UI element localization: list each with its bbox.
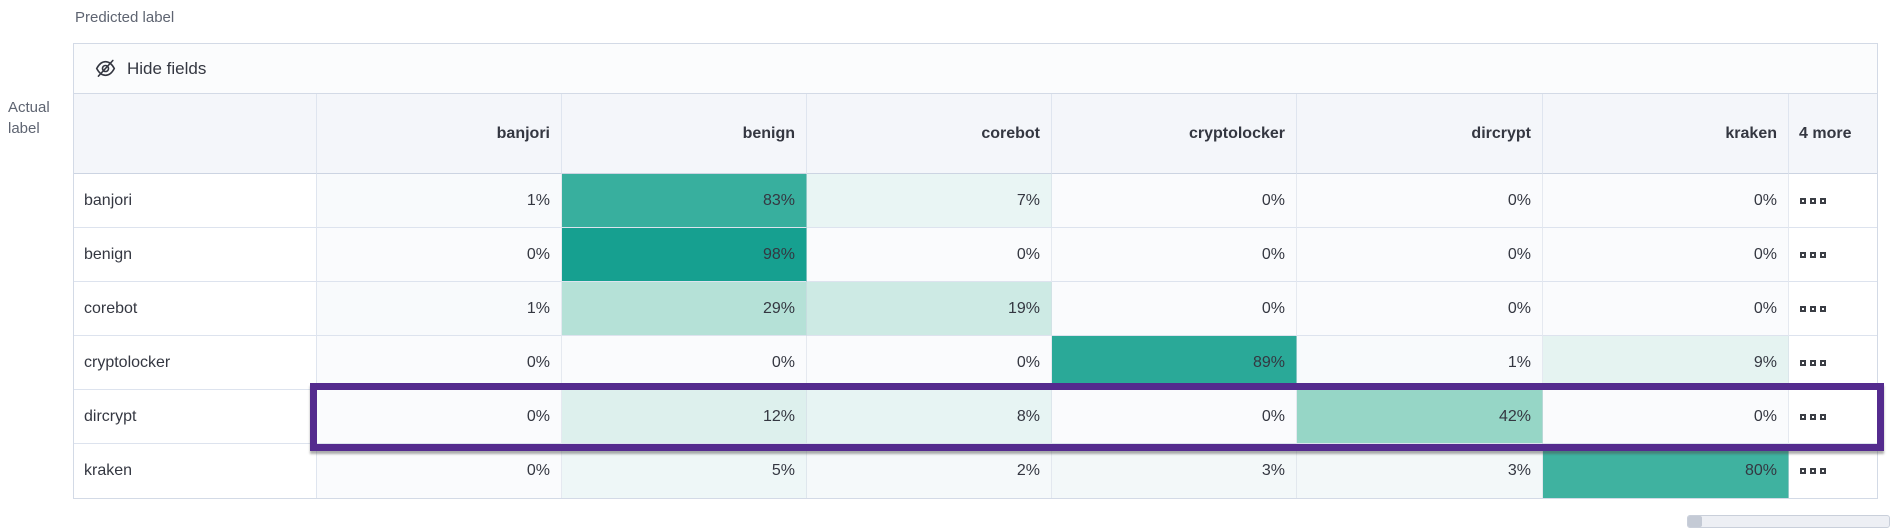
cell-kraken-corebot[interactable]: 2% xyxy=(807,444,1052,498)
cell-cryptolocker-cryptolocker[interactable]: 89% xyxy=(1052,336,1297,390)
column-header-kraken[interactable]: kraken xyxy=(1543,94,1789,174)
cell-banjori-corebot[interactable]: 7% xyxy=(807,174,1052,228)
cell-kraken-cryptolocker[interactable]: 3% xyxy=(1052,444,1297,498)
cell-benign-kraken[interactable]: 0% xyxy=(1543,228,1789,282)
cell-banjori-kraken[interactable]: 0% xyxy=(1543,174,1789,228)
confusion-matrix-grid: banjori benign corebot cryptolocker dircrypt… xyxy=(74,94,1877,498)
hide-fields-label: Hide fields xyxy=(127,58,207,78)
row-label-dircrypt: dircrypt xyxy=(74,390,317,444)
more-columns-button[interactable] xyxy=(1789,444,1877,498)
column-header-benign[interactable]: benign xyxy=(562,94,807,174)
scrollbar-thumb[interactable] xyxy=(1688,516,1702,527)
column-header-banjori[interactable]: banjori xyxy=(317,94,562,174)
more-columns-button[interactable] xyxy=(1789,228,1877,282)
column-header-more-fields: 4 more xyxy=(1789,94,1877,174)
cell-dircrypt-banjori[interactable]: 0% xyxy=(317,390,562,444)
row-label-kraken: kraken xyxy=(74,444,317,498)
cell-banjori-cryptolocker[interactable]: 0% xyxy=(1052,174,1297,228)
cell-benign-dircrypt[interactable]: 0% xyxy=(1297,228,1543,282)
cell-benign-banjori[interactable]: 0% xyxy=(317,228,562,282)
cell-cryptolocker-dircrypt[interactable]: 1% xyxy=(1297,336,1543,390)
cell-corebot-cryptolocker[interactable]: 0% xyxy=(1052,282,1297,336)
cell-cryptolocker-corebot[interactable]: 0% xyxy=(807,336,1052,390)
column-header-empty xyxy=(74,94,317,174)
column-header-cryptolocker[interactable]: cryptolocker xyxy=(1052,94,1297,174)
cell-kraken-banjori[interactable]: 0% xyxy=(317,444,562,498)
cell-banjori-benign[interactable]: 83% xyxy=(562,174,807,228)
cell-benign-corebot[interactable]: 0% xyxy=(807,228,1052,282)
cell-dircrypt-kraken[interactable]: 0% xyxy=(1543,390,1789,444)
more-columns-button[interactable] xyxy=(1789,282,1877,336)
column-header-dircrypt[interactable]: dircrypt xyxy=(1297,94,1543,174)
actual-axis-label: Actual label xyxy=(8,99,50,137)
more-columns-button[interactable] xyxy=(1789,390,1877,444)
cell-cryptolocker-benign[interactable]: 0% xyxy=(562,336,807,390)
cell-cryptolocker-kraken[interactable]: 9% xyxy=(1543,336,1789,390)
row-label-benign: benign xyxy=(74,228,317,282)
cell-cryptolocker-banjori[interactable]: 0% xyxy=(317,336,562,390)
cell-dircrypt-cryptolocker[interactable]: 0% xyxy=(1052,390,1297,444)
cell-banjori-banjori[interactable]: 1% xyxy=(317,174,562,228)
cell-corebot-benign[interactable]: 29% xyxy=(562,282,807,336)
cell-dircrypt-dircrypt[interactable]: 42% xyxy=(1297,390,1543,444)
row-label-banjori: banjori xyxy=(74,174,317,228)
cell-corebot-kraken[interactable]: 0% xyxy=(1543,282,1789,336)
predicted-axis-label: Predicted label xyxy=(75,9,175,26)
cell-dircrypt-corebot[interactable]: 8% xyxy=(807,390,1052,444)
cell-kraken-kraken[interactable]: 80% xyxy=(1543,444,1789,498)
horizontal-scrollbar[interactable] xyxy=(1687,515,1890,528)
hide-fields-button[interactable]: Hide fields xyxy=(74,44,1877,94)
cell-benign-benign[interactable]: 98% xyxy=(562,228,807,282)
cell-kraken-benign[interactable]: 5% xyxy=(562,444,807,498)
cell-corebot-dircrypt[interactable]: 0% xyxy=(1297,282,1543,336)
confusion-matrix-panel: Hide fields banjori benign corebot cryptolo… xyxy=(73,43,1884,499)
eye-closed-icon xyxy=(95,58,116,79)
cell-kraken-dircrypt[interactable]: 3% xyxy=(1297,444,1543,498)
cell-banjori-dircrypt[interactable]: 0% xyxy=(1297,174,1543,228)
cell-corebot-corebot[interactable]: 19% xyxy=(807,282,1052,336)
cell-dircrypt-benign[interactable]: 12% xyxy=(562,390,807,444)
row-label-cryptolocker: cryptolocker xyxy=(74,336,317,390)
cell-benign-cryptolocker[interactable]: 0% xyxy=(1052,228,1297,282)
row-label-corebot: corebot xyxy=(74,282,317,336)
cell-corebot-banjori[interactable]: 1% xyxy=(317,282,562,336)
more-columns-button[interactable] xyxy=(1789,174,1877,228)
column-header-corebot[interactable]: corebot xyxy=(807,94,1052,174)
more-columns-button[interactable] xyxy=(1789,336,1877,390)
